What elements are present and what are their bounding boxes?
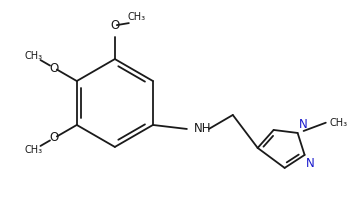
Text: CH₃: CH₃ xyxy=(330,118,348,128)
Text: NH: NH xyxy=(194,122,211,136)
Text: N: N xyxy=(306,157,314,170)
Text: N: N xyxy=(298,118,307,131)
Text: CH₃: CH₃ xyxy=(25,51,43,61)
Text: CH₃: CH₃ xyxy=(25,145,43,155)
Text: O: O xyxy=(50,132,59,144)
Text: O: O xyxy=(50,61,59,75)
Text: CH₃: CH₃ xyxy=(128,12,146,22)
Text: O: O xyxy=(110,19,119,32)
